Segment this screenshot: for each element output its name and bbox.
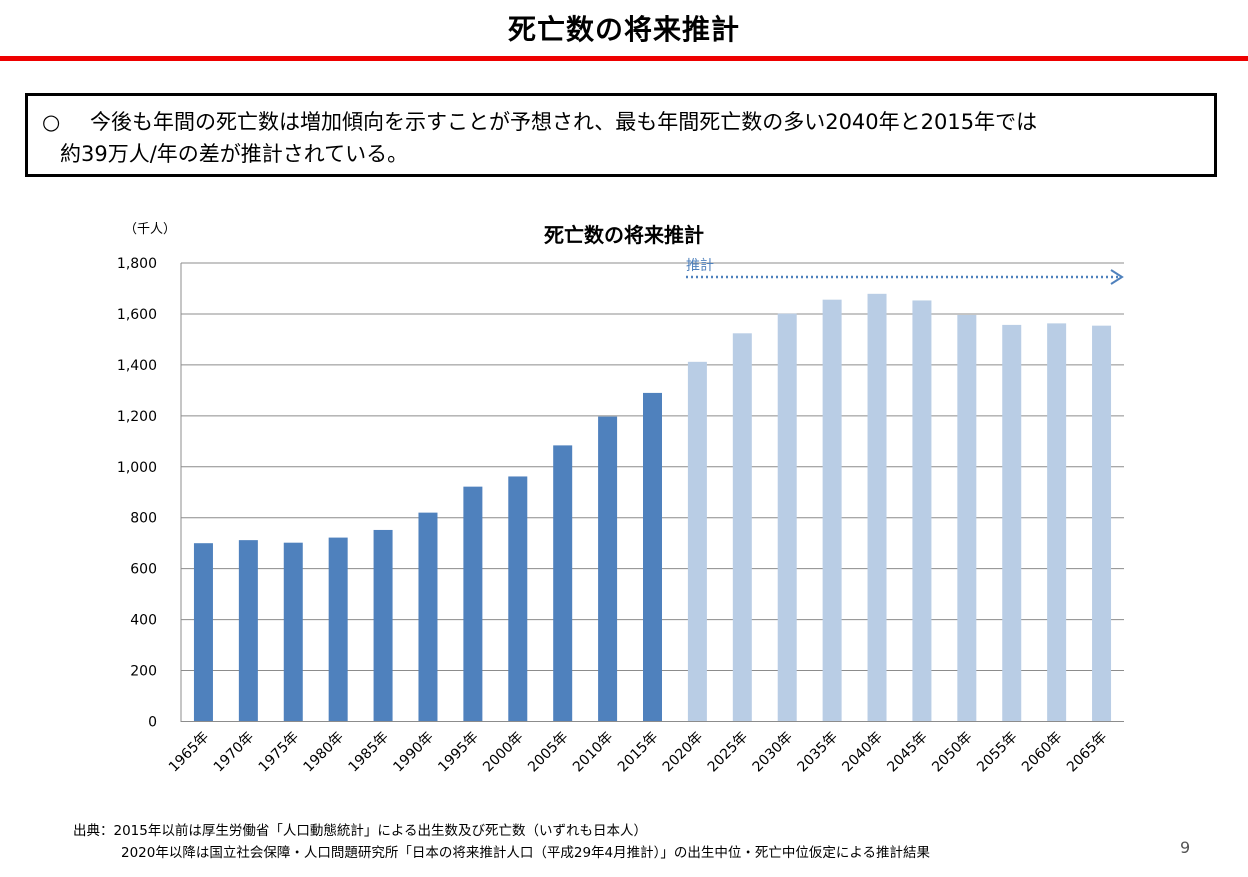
bar-projected bbox=[912, 300, 932, 722]
x-tick-label: 1970年 bbox=[211, 729, 257, 775]
bar-projected bbox=[1002, 324, 1022, 722]
summary-text-2: 約39万人/年の差が推計されている。 bbox=[60, 142, 409, 166]
title-rule bbox=[0, 56, 1248, 61]
x-tick-label: 1995年 bbox=[435, 729, 481, 775]
bar-actual bbox=[238, 540, 258, 722]
bar-projected bbox=[1047, 323, 1067, 722]
x-tick-label: 2045年 bbox=[884, 729, 930, 775]
source-line-1: 出典：2015年以前は厚生労働省「人口動態統計」による出生数及び死亡数（いずれも… bbox=[73, 823, 647, 839]
y-tick-label: 0 bbox=[148, 715, 157, 731]
summary-line-1: ○ 今後も年間の死亡数は増加傾向を示すことが予想され、最も年間死亡数の多い2040… bbox=[42, 106, 1200, 138]
y-tick-label: 1,600 bbox=[117, 307, 157, 323]
bar-projected bbox=[732, 333, 752, 722]
bar-projected bbox=[687, 361, 707, 722]
bar-projected bbox=[957, 314, 977, 722]
x-tick-label: 1980年 bbox=[301, 729, 347, 775]
bar-actual bbox=[328, 537, 348, 722]
x-tick-label: 1965年 bbox=[166, 729, 212, 775]
y-tick-label: 400 bbox=[130, 613, 157, 629]
x-tick-label: 1975年 bbox=[256, 729, 302, 775]
bar-projected bbox=[822, 299, 842, 722]
x-tick-label: 2015年 bbox=[615, 729, 661, 775]
bar-projected bbox=[867, 293, 887, 722]
unit-label: （千人） bbox=[124, 222, 176, 237]
bars bbox=[193, 293, 1112, 722]
projection-label: 推計 bbox=[686, 258, 714, 274]
y-tick-label: 1,400 bbox=[117, 358, 157, 374]
x-tick-label: 1985年 bbox=[345, 729, 391, 775]
x-tick-label: 2030年 bbox=[750, 729, 796, 775]
summary-box: ○ 今後も年間の死亡数は増加傾向を示すことが予想され、最も年間死亡数の多い2040… bbox=[25, 93, 1217, 177]
bar-actual bbox=[283, 542, 303, 722]
y-tick-label: 1,200 bbox=[117, 409, 157, 425]
chart-title: 死亡数の将来推計 bbox=[544, 223, 704, 247]
summary-text-1: 今後も年間の死亡数は増加傾向を示すことが予想され、最も年間死亡数の多い2040年… bbox=[90, 110, 1038, 134]
bar-actual bbox=[193, 543, 213, 722]
bar-actual bbox=[463, 486, 483, 722]
y-tick-label: 200 bbox=[130, 664, 157, 680]
x-tick-label: 2060年 bbox=[1019, 729, 1065, 775]
x-tick-label: 2065年 bbox=[1064, 729, 1110, 775]
bar-actual bbox=[598, 416, 618, 722]
projection-indicator: 推計 bbox=[686, 258, 1124, 285]
bar-actual bbox=[553, 445, 573, 722]
bar-projected bbox=[1092, 325, 1112, 722]
page-title: 死亡数の将来推計 bbox=[507, 13, 740, 46]
x-tick-label: 2005年 bbox=[525, 729, 571, 775]
x-tick-label: 2055年 bbox=[974, 729, 1020, 775]
x-tick-label: 2040年 bbox=[839, 729, 885, 775]
x-axis-tick-labels: 1965年1970年1975年1980年1985年1990年1995年2000年… bbox=[166, 729, 1111, 775]
y-tick-label: 1,800 bbox=[117, 256, 157, 272]
y-tick-label: 600 bbox=[130, 562, 157, 578]
projection-arrowhead-icon bbox=[1110, 269, 1124, 285]
x-tick-label: 2020年 bbox=[660, 729, 706, 775]
y-tick-label: 1,000 bbox=[117, 460, 157, 476]
x-tick-label: 1990年 bbox=[390, 729, 436, 775]
y-axis-tick-labels: 0 200 400 600 800 1,000 1,200 1,400 1,600 1,800 bbox=[117, 256, 157, 731]
bar-projected bbox=[777, 313, 797, 722]
death-projection-chart: （千人） 死亡数の将来推計 0 200 400 600 800 1,000 1,200 1,4… bbox=[117, 222, 1124, 775]
x-tick-label: 2025年 bbox=[705, 729, 751, 775]
y-tick-label: 800 bbox=[130, 511, 157, 527]
bar-actual bbox=[643, 392, 662, 722]
bar-actual bbox=[508, 476, 528, 722]
bar-actual bbox=[418, 512, 438, 722]
page-number: 9 bbox=[1180, 838, 1191, 857]
x-tick-label: 2035年 bbox=[795, 729, 841, 775]
x-tick-label: 2010年 bbox=[570, 729, 616, 775]
x-tick-label: 2050年 bbox=[929, 729, 975, 775]
bar-actual bbox=[373, 529, 393, 722]
source-line-2: 2020年以降は国立社会保障・人口問題研究所「日本の将来推計人口（平成29年4月… bbox=[121, 845, 930, 861]
x-tick-label: 2000年 bbox=[480, 729, 526, 775]
circle-bullet-icon: ○ bbox=[42, 110, 61, 134]
source-note: 出典：2015年以前は厚生労働省「人口動態統計」による出生数及び死亡数（いずれも… bbox=[73, 820, 930, 864]
